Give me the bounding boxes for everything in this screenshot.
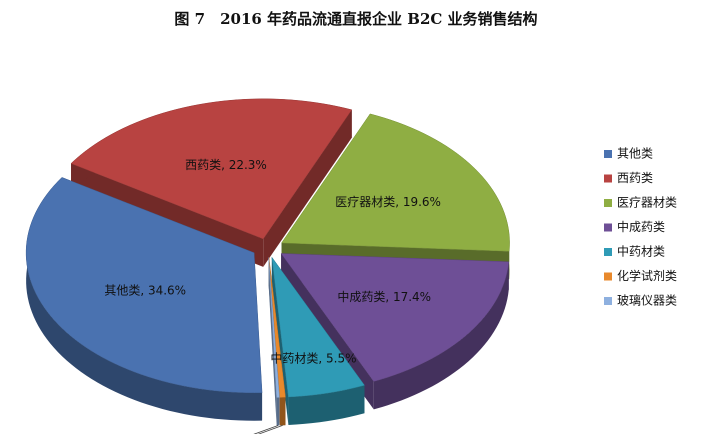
slice [281,113,510,252]
legend-label: 其他类 [617,147,653,161]
slice-side [26,177,263,421]
slice-edge [271,257,289,425]
slice [268,257,280,398]
leader-line [253,425,279,434]
legend-label: 西药类 [617,171,653,185]
legend-swatch [604,272,612,281]
slice-edge [263,109,352,267]
leader-line [257,424,283,434]
slice-tops [25,98,510,398]
legend-swatch [604,223,612,232]
legend-swatch [604,199,612,207]
legend-label: 玻璃仪器类 [617,294,677,308]
legend-label: 中成药类 [617,219,665,234]
legend-swatch [604,248,612,256]
data-label: 中药材类, 5.5% [270,351,356,366]
legend-swatch [604,297,612,305]
slice-side [373,261,509,410]
data-label: 西药类, 22.3% [185,158,267,172]
chart-title: 图 7 2016 年药品流通直报企业 B2C 业务销售结构 [174,10,537,28]
legend-swatch [604,150,612,158]
slice-side [288,385,365,425]
legend-label: 医疗器材类 [617,196,677,210]
slice [70,98,353,240]
legend-label: 中药材类 [617,244,665,259]
slice-edge [268,257,277,426]
slice [271,256,365,398]
slice [268,257,286,398]
data-label: 中成药类, 17.4% [337,289,431,304]
slice-side [276,397,280,426]
legend-label: 化学试剂类 [617,268,677,283]
slice [280,253,510,382]
slice-side [279,397,286,426]
data-label: 医疗器材类, 19.6% [335,195,441,209]
data-label: 其他类, 34.6% [104,283,186,297]
slice [25,177,263,394]
legend-swatch [604,174,612,183]
